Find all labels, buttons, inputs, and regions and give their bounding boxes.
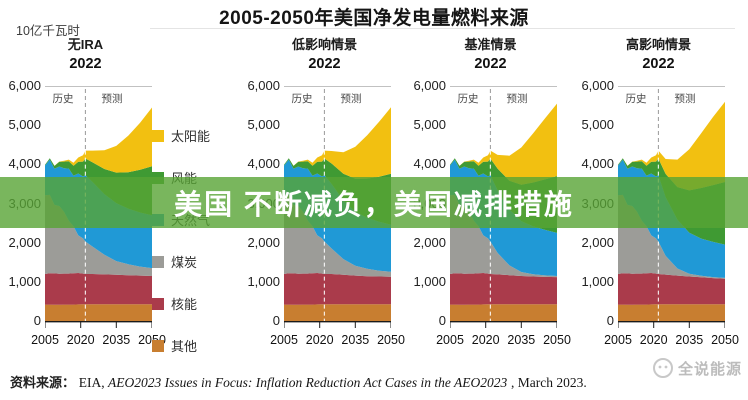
y-axis-tick-label: 5,000 [8,117,41,133]
legend-label: 太阳能 [171,129,211,144]
history-label: 历史 [457,93,479,105]
y-axis-tick-label: 5,000 [581,117,614,133]
history-label: 历史 [291,93,313,105]
y-axis-tick-label: 4,000 [581,156,614,172]
x-axis-tick-label: 2050 [711,333,739,347]
y-axis-tick-label: 2,000 [247,234,280,250]
caption-overlay-band: 美国 不断减负，美国减排措施 [0,177,748,228]
x-axis-tick-label: 2050 [543,333,571,347]
forecast-label: 预测 [506,93,528,105]
x-axis-tick-label: 2050 [377,333,405,347]
y-axis-tick-label: 0 [33,313,41,328]
y-axis-tick-label: 0 [438,313,446,328]
watermark-text: 全说能源 [677,360,742,378]
scenario-title: 低影响情景 [291,37,357,52]
nuclear-swatch-icon [152,297,164,310]
y-axis-tick-label: 4,000 [247,156,280,172]
divider-year-label: 2022 [642,56,675,72]
y-axis-unit-label: 10亿千瓦时 [16,24,80,38]
scenario-title: 无IRA [67,37,104,52]
x-axis: 2005 2020 2035 2050 [604,333,739,349]
legend-label: 其他 [171,339,198,354]
divider-year-label: 2022 [308,56,341,72]
y-axis-tick-label: 6,000 [581,78,614,93]
legend-item-nuclear: 核能 [152,294,236,313]
quanshuo-energy-logo-icon [652,358,673,378]
x-axis-tick-label: 2035 [341,333,370,347]
legend-label: 煤炭 [171,255,198,270]
divider-year-label: 2022 [69,56,102,72]
scenario-title: 基准情景 [464,37,517,52]
x-axis-tick-label: 2005 [436,333,464,347]
legend-item-solar: 太阳能 [152,126,236,145]
history-label: 历史 [52,93,74,105]
coal-swatch-icon [152,255,164,268]
scenario-title: 高影响情景 [625,37,691,52]
y-axis-tick-label: 0 [272,313,280,328]
x-axis-tick-label: 2005 [604,333,632,347]
solar-swatch-icon [152,129,164,142]
x-axis-tick-label: 2035 [675,333,704,347]
source-publication: AEO2023 Issues in Focus: Inflation Reduc… [108,375,508,390]
x-axis-tick-label: 2020 [305,333,334,347]
source-prefix: 资料来源： [10,375,76,390]
x-axis-tick-label: 2035 [507,333,536,347]
forecast-label: 预测 [340,93,362,105]
y-axis-tick-label: 0 [606,313,614,328]
y-axis-tick-label: 4,000 [8,156,41,172]
y-axis-tick-label: 5,000 [413,117,446,133]
x-axis-tick-label: 2020 [639,333,668,347]
overlay-caption: 美国 不断减负，美国减排措施 [174,188,574,220]
x-axis: 2005 2020 2035 2050 [436,333,571,349]
x-axis-tick-label: 2035 [102,333,131,347]
y-axis-tick-label: 6,000 [8,78,41,93]
title-divider [150,28,735,29]
y-axis-tick-label: 1,000 [581,273,614,289]
legend-label: 核能 [171,297,198,312]
y-axis-tick-label: 6,000 [413,78,446,93]
legend-item-coal: 煤炭 [152,252,236,271]
x-axis-tick-label: 2005 [31,333,59,347]
y-axis-tick-label: 2,000 [581,234,614,250]
page-title: 2005-2050年美国净发电量燃料来源 [219,8,529,29]
x-axis-tick-label: 2005 [270,333,298,347]
x-axis: 2005 2020 2035 2050 [270,333,405,349]
source-line: 资料来源： EIA, AEO2023 Issues in Focus: Infl… [10,372,748,391]
y-axis-tick-label: 1,000 [247,273,280,289]
divider-year-label: 2022 [474,56,507,72]
history-label: 历史 [625,93,647,105]
watermark: 全说能源 [652,357,742,379]
y-axis-tick-label: 1,000 [8,273,41,289]
chart-legend: 太阳能 风能 天然气 煤炭 核能 其他 [152,126,236,355]
source-date: , March 2023. [511,375,587,390]
y-axis-tick-label: 6,000 [247,78,280,93]
x-axis-tick-label: 2020 [471,333,500,347]
legend-item-other: 其他 [152,336,236,355]
forecast-label: 预测 [101,93,123,105]
y-axis-tick-label: 4,000 [413,156,446,172]
y-axis-tick-label: 2,000 [8,234,41,250]
y-axis-tick-label: 1,000 [413,273,446,289]
other-swatch-icon [152,339,164,352]
source-org: EIA, [78,375,109,390]
y-axis-tick-label: 5,000 [247,117,280,133]
x-axis-tick-label: 2020 [66,333,95,347]
forecast-label: 预测 [674,93,696,105]
y-axis-tick-label: 2,000 [413,234,446,250]
